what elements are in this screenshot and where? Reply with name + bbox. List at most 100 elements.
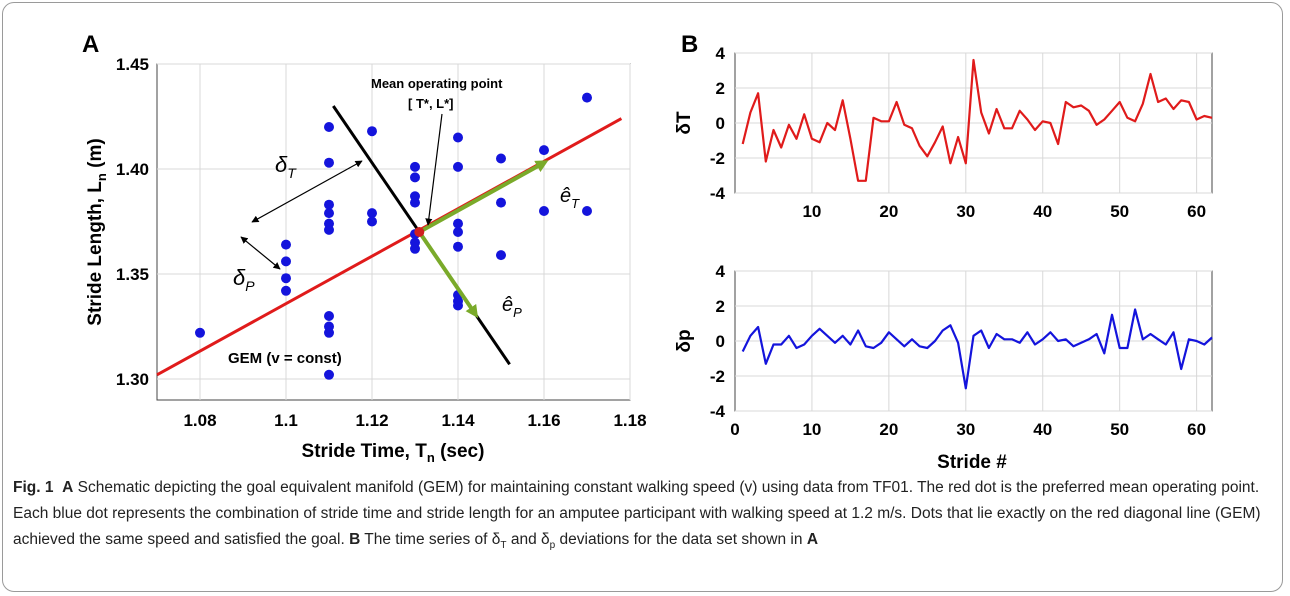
y-tick-label: 2	[716, 79, 725, 98]
mean-point-arrow	[425, 113, 443, 226]
data-point	[367, 126, 377, 137]
data-point	[324, 327, 334, 338]
panel-a-x-tick-label: 1.08	[183, 411, 216, 430]
y-tick-label: 0	[716, 332, 725, 351]
panel-a-x-tick-label: 1.14	[441, 411, 475, 430]
panel-b-top-x-ticks: 10 20 30 40 50 60	[802, 202, 1206, 221]
panel-a-x-tick-label: 1.16	[527, 411, 560, 430]
data-point	[324, 311, 334, 321]
x-tick-label: 40	[1033, 202, 1052, 221]
panel-a-points	[195, 92, 592, 380]
data-point	[324, 157, 334, 168]
caption-b-ref: A	[806, 531, 819, 548]
x-tick-label: 60	[1187, 420, 1206, 439]
caption-b-text-1: The time series of δ	[360, 531, 501, 548]
y-tick-label: -4	[710, 184, 726, 203]
caption-a-label: A	[62, 479, 74, 496]
data-point	[539, 206, 549, 216]
data-point	[367, 208, 377, 219]
x-tick-label: 0	[730, 420, 739, 439]
x-tick-label: 40	[1033, 420, 1052, 439]
data-point	[410, 172, 420, 183]
caption-b-text-2: and δ	[506, 531, 550, 548]
data-point	[582, 206, 592, 216]
data-point	[324, 122, 334, 132]
panel-a-y-tick-label: 1.45	[116, 55, 149, 74]
data-point	[281, 273, 291, 284]
gem-label: GEM (v = const)	[228, 350, 342, 367]
data-point	[453, 218, 463, 229]
mean-point-label-line1: Mean operating point	[371, 76, 503, 91]
panel-a-y-tick-label: 1.35	[116, 265, 149, 284]
series-line	[741, 58, 1213, 182]
y-tick-label: 2	[716, 297, 725, 316]
series-line	[741, 308, 1213, 390]
data-point	[281, 256, 291, 267]
data-point	[410, 161, 420, 172]
panel-b-top-y-label: δT	[674, 111, 695, 135]
data-point	[195, 327, 205, 338]
x-tick-label: 10	[802, 202, 821, 221]
panel-b-bottom-y-ticks: 4 2 0 -2 -4	[710, 262, 726, 421]
data-point	[281, 285, 291, 296]
panel-b-bottom-x-ticks: 0 10 20 30 40 50 60	[730, 420, 1206, 439]
e-p-vector	[417, 230, 479, 319]
panel-a-label: A	[82, 31, 99, 58]
delta-p-label: δP	[233, 265, 255, 294]
y-tick-label: -4	[710, 402, 726, 421]
data-point	[410, 197, 420, 208]
x-tick-label: 60	[1187, 202, 1206, 221]
panel-a-y-tick-label: 1.30	[116, 370, 149, 389]
y-tick-label: -2	[710, 367, 725, 386]
x-tick-label: 50	[1110, 202, 1129, 221]
data-point	[582, 92, 592, 103]
e-t-vector	[418, 160, 549, 234]
caption-b-label: B	[349, 531, 361, 548]
data-point	[496, 153, 506, 164]
panel-a-y-label: Stride Length, Ln (m)	[85, 138, 109, 325]
data-point	[496, 250, 506, 261]
figure-caption: Fig. 1 A Schematic depicting the goal eq…	[13, 475, 1275, 553]
panel-a-y-tick-label: 1.40	[116, 160, 149, 179]
caption-b-sub-2: p	[549, 540, 556, 552]
data-point	[324, 369, 334, 380]
x-tick-label: 20	[879, 202, 898, 221]
panel-a-x-tick-label: 1.12	[355, 411, 388, 430]
data-point	[281, 239, 291, 250]
panel-b-x-label: Stride #	[937, 452, 1007, 470]
delta-t-arrow	[251, 160, 363, 223]
e-p-label: êP	[502, 294, 522, 320]
panel-b-top-series	[741, 58, 1213, 182]
panel-a-x-tick-label: 1.1	[274, 411, 298, 430]
caption-b-text-3: deviations for the data set shown in	[555, 531, 807, 548]
data-point	[367, 216, 377, 227]
delta-p-arrow	[240, 236, 281, 270]
panel-b-bottom-series	[741, 308, 1213, 390]
panel-b-timeseries: B 10 20 30 40 50 60 420-2-4 δT 0 10 20 30 40 50 60 …	[674, 31, 1213, 470]
y-tick-label: 4	[716, 262, 726, 281]
data-point	[539, 145, 549, 156]
y-tick-label: 0	[716, 114, 725, 133]
e-t-label: êT	[560, 185, 580, 211]
panel-a-y-ticks: 1.30 1.35 1.40 1.45	[116, 55, 149, 389]
data-point	[453, 241, 463, 252]
panel-b-bottom-y-label: δp	[674, 329, 695, 352]
data-point	[496, 197, 506, 208]
data-point	[410, 243, 420, 254]
panel-b-top-grid	[735, 52, 1212, 194]
data-point	[453, 161, 463, 172]
panel-a-x-label: Stride Time, Tn (sec)	[302, 441, 485, 465]
data-point	[453, 132, 463, 143]
operating-point	[414, 227, 425, 237]
panel-a-x-tick-label: 1.18	[613, 411, 646, 430]
data-point	[324, 208, 334, 219]
panel-a-x-ticks: 1.08 1.1 1.12 1.14 1.16 1.18	[183, 411, 646, 430]
x-tick-label: 50	[1110, 420, 1129, 439]
x-tick-label: 20	[879, 420, 898, 439]
x-tick-label: 30	[956, 420, 975, 439]
x-tick-label: 10	[802, 420, 821, 439]
panel-b-label: B	[681, 31, 698, 58]
panel-b-top-y-ticks: 4 2 0 -2 -4	[710, 44, 726, 203]
panel-a-scatter: A 1.08 1.1 1.12 1.14 1.16 1.18 1.301.351.401.…	[82, 31, 647, 465]
caption-a-text: Schematic depicting the goal equivalent …	[13, 479, 1261, 548]
